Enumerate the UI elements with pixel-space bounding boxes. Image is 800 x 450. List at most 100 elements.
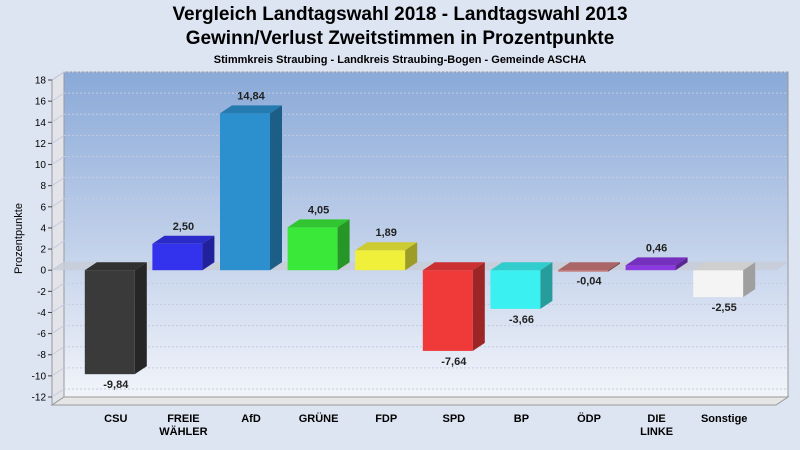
bar-side: [134, 262, 147, 375]
bar-front: [490, 270, 541, 309]
value-label: 2,50: [173, 221, 194, 233]
y-tick-label: 12: [35, 139, 47, 150]
bar-front: [84, 270, 135, 375]
bar-front: [625, 265, 676, 271]
bar-front: [422, 270, 473, 351]
category-label: ÖDP: [577, 412, 601, 425]
bar-side: [405, 242, 418, 271]
bar-top: [220, 105, 282, 114]
grid-line-side: [51, 134, 65, 144]
y-tick-label: -8: [37, 350, 46, 361]
y-tick-label: 4: [40, 223, 46, 234]
grid-line-side: [51, 240, 65, 250]
y-tick-label: 10: [35, 160, 47, 171]
category-label: FREIE WÄHLER: [159, 413, 207, 438]
category-label: GRÜNE: [299, 412, 339, 425]
bar-top: [355, 242, 418, 251]
grid-line-side: [51, 325, 65, 335]
grid-line-side: [51, 282, 65, 292]
category-label: CSU: [104, 413, 127, 425]
bar-front: [693, 270, 744, 298]
category-labels: CSU FREIE WÄHLER AfD GRÜNE FDP SPD BP ÖDP DIE LINK…: [104, 412, 747, 438]
y-tick-label: 2: [40, 245, 46, 256]
bar-top: [625, 257, 688, 266]
chart-title: Vergleich Landtagswahl 2018 - Landtagswa…: [172, 4, 628, 25]
grid-line-side: [51, 304, 65, 313]
grid-line-side: [51, 156, 65, 165]
y-tick-label: -12: [32, 393, 47, 404]
grid-line-side: [51, 388, 65, 398]
y-tick-label: 16: [35, 97, 47, 108]
bar-side: [540, 262, 553, 309]
y-axis-label: Prozentpunkte: [13, 203, 25, 274]
bar-2: [220, 105, 282, 271]
floor: [50, 396, 790, 406]
bar-8: [625, 257, 688, 271]
grid-line-side: [51, 113, 65, 123]
y-tick-label: -2: [37, 287, 46, 298]
chart-subtitle: Gewinn/Verlust Zweitstimmen in Prozentpu…: [185, 28, 615, 49]
category-label: BP: [514, 413, 529, 425]
grid-line-side: [51, 198, 65, 208]
category-label: SPD: [442, 413, 465, 425]
bar-side: [743, 262, 756, 298]
bar-side: [608, 262, 620, 272]
bar-front: [558, 270, 608, 272]
bar-top: [84, 262, 147, 271]
y-tick-label: -10: [32, 371, 47, 382]
bar-side: [675, 257, 688, 271]
bar-top: [558, 262, 620, 271]
category-label: DIE LINKE: [640, 413, 673, 438]
y-tick-label: 0: [40, 266, 46, 277]
bars: [84, 105, 756, 375]
value-label: 4,05: [308, 204, 329, 216]
value-label: -3,66: [509, 314, 534, 326]
bar-side: [270, 105, 282, 271]
bar-7: [558, 262, 620, 272]
bar-4: [355, 242, 418, 271]
category-label: AfD: [241, 413, 261, 425]
bar-side: [337, 219, 350, 271]
bar-0: [84, 262, 147, 375]
bar-6: [490, 262, 553, 309]
category-label: FDP: [375, 413, 397, 425]
side-wall: [51, 71, 65, 406]
value-label: 1,89: [375, 227, 396, 239]
y-axis-ticks: -12 -10 -8 -6 -4 -2 0 2 4 6 8 10 12 14 16 18: [32, 76, 52, 404]
bar-1: [152, 235, 215, 271]
bar-front: [355, 250, 406, 271]
chart-caption: Stimmkreis Straubing - Landkreis Straubi…: [213, 54, 587, 66]
grid-line-side: [51, 219, 65, 229]
y-tick-label: 18: [35, 76, 47, 87]
y-tick-label: 8: [40, 181, 46, 192]
bar-front: [152, 243, 203, 271]
bar-3: [287, 219, 350, 271]
grid-line-side: [51, 367, 65, 377]
bar-top: [490, 262, 553, 271]
y-tick-label: 14: [35, 118, 47, 129]
bar-top: [287, 219, 350, 228]
value-label: 0,46: [646, 242, 667, 254]
bar-top: [693, 262, 756, 271]
value-labels: -9,84 2,50 14,84 4,05 1,89 -7,64 -3,66 -0,04 0,4…: [103, 90, 736, 391]
bar-side: [202, 235, 215, 271]
value-label: 14,84: [237, 90, 265, 102]
grid-line-side: [51, 177, 65, 187]
bar-top: [152, 235, 215, 244]
y-tick-label: -6: [37, 329, 46, 340]
grid-line-side: [51, 92, 65, 102]
bar-front: [287, 227, 338, 271]
bar-side: [472, 262, 485, 351]
category-label: Sonstige: [701, 413, 747, 425]
grid-line-side: [51, 346, 65, 356]
value-label: -9,84: [103, 379, 129, 391]
value-label: -7,64: [441, 356, 467, 368]
bar-5: [422, 262, 485, 351]
bar-front: [220, 113, 270, 271]
bar-top: [422, 262, 485, 271]
bar-9: [693, 262, 756, 298]
grid-line-side: [51, 71, 65, 81]
y-tick-label: 6: [40, 202, 46, 213]
value-label: -2,55: [712, 302, 737, 314]
